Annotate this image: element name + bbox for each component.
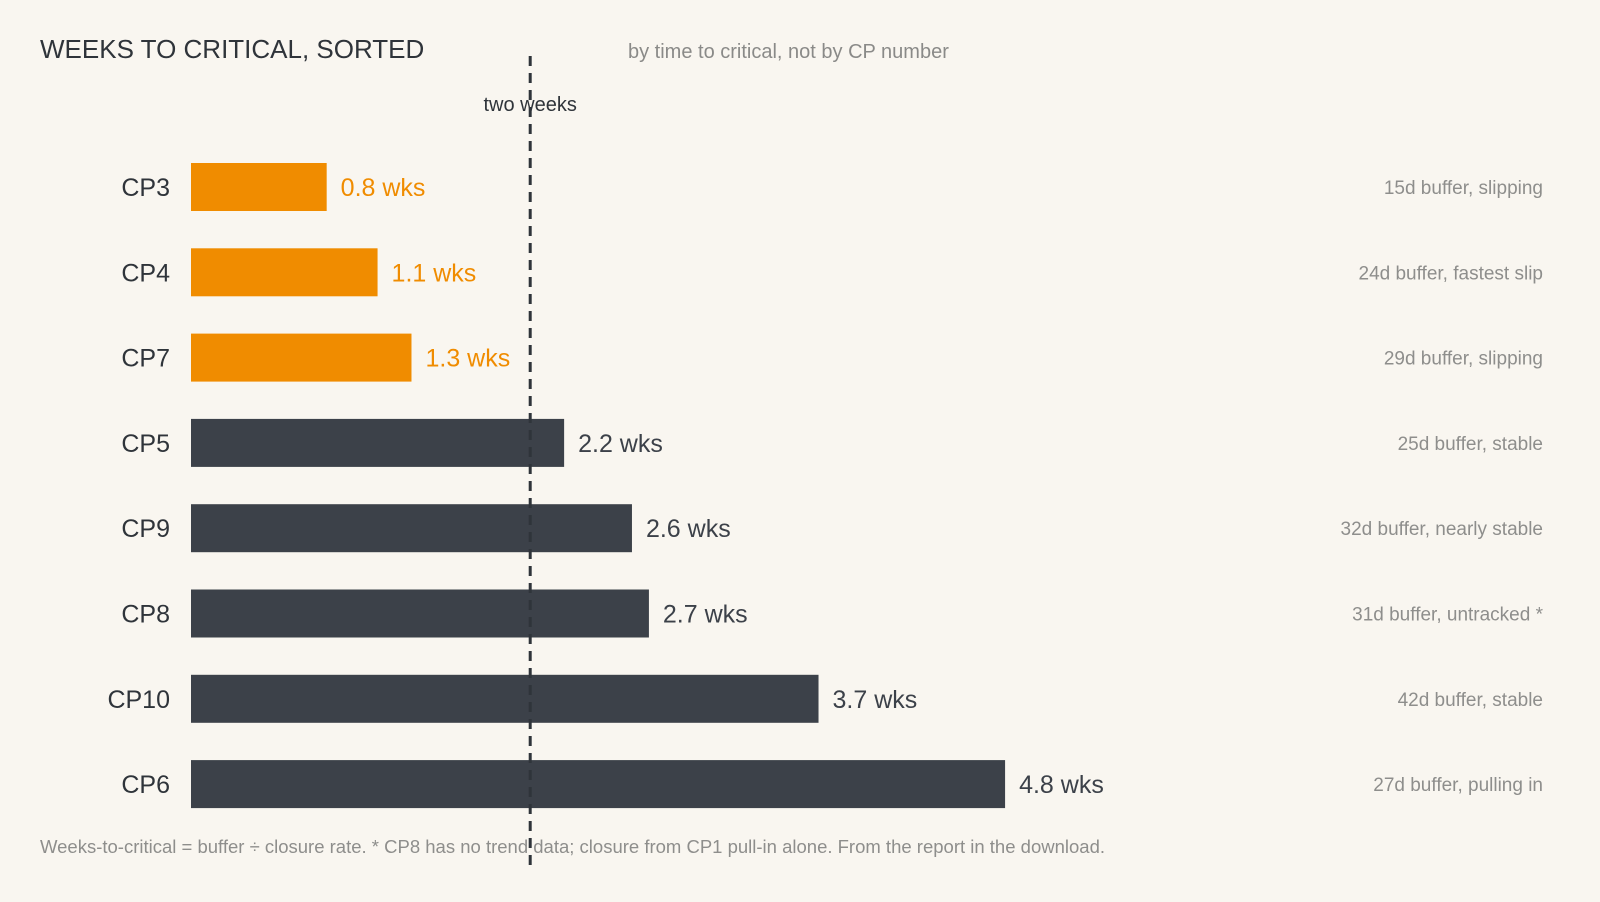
- annotation-cp9: 32d buffer, nearly stable: [1341, 519, 1543, 540]
- annotation-cp5: 25d buffer, stable: [1398, 434, 1543, 455]
- category-label-cp6: CP6: [121, 771, 170, 799]
- category-label-cp8: CP8: [121, 601, 170, 629]
- annotation-cp7: 29d buffer, slipping: [1384, 349, 1543, 370]
- chart-subtitle: by time to critical, not by CP number: [628, 41, 949, 63]
- bar-cp9: [191, 504, 632, 553]
- bar-cp4: [191, 248, 378, 297]
- value-label-cp3: 0.8 wks: [341, 174, 426, 202]
- bar-cp6: [191, 760, 1006, 809]
- value-label-cp9: 2.6 wks: [646, 515, 731, 543]
- annotation-cp4: 24d buffer, fastest slip: [1359, 263, 1544, 284]
- bar-cp10: [191, 674, 819, 723]
- category-label-cp7: CP7: [121, 345, 170, 373]
- annotation-cp6: 27d buffer, pulling in: [1373, 775, 1543, 796]
- bar-cp5: [191, 418, 565, 467]
- bar-cp8: [191, 589, 649, 638]
- bar-cp3: [191, 163, 327, 211]
- chart-title: WEEKS TO CRITICAL, SORTED: [40, 34, 424, 64]
- value-label-cp10: 3.7 wks: [833, 686, 918, 714]
- bars-group: CP3 0.8 wks 15d buffer, slipping CP4 1.1 wks…: [107, 163, 1544, 809]
- annotation-cp3: 15d buffer, slipping: [1384, 178, 1543, 199]
- category-label-cp9: CP9: [121, 515, 170, 543]
- reference-line-label: two weeks: [484, 94, 577, 116]
- reference-line-group: two weeks: [484, 56, 577, 865]
- category-label-cp3: CP3: [121, 174, 170, 202]
- chart-footnote: Weeks-to-critical = buffer ÷ closure rat…: [40, 836, 1105, 857]
- value-label-cp7: 1.3 wks: [425, 345, 510, 373]
- value-label-cp5: 2.2 wks: [578, 430, 663, 458]
- category-label-cp5: CP5: [121, 430, 170, 458]
- annotation-cp10: 42d buffer, stable: [1398, 690, 1543, 711]
- value-label-cp4: 1.1 wks: [392, 259, 477, 287]
- category-label-cp4: CP4: [121, 259, 170, 287]
- annotation-cp8: 31d buffer, untracked *: [1352, 605, 1543, 626]
- value-label-cp8: 2.7 wks: [663, 601, 748, 629]
- bar-cp7: [191, 333, 412, 382]
- value-label-cp6: 4.8 wks: [1019, 771, 1104, 799]
- category-label-cp10: CP10: [107, 686, 170, 714]
